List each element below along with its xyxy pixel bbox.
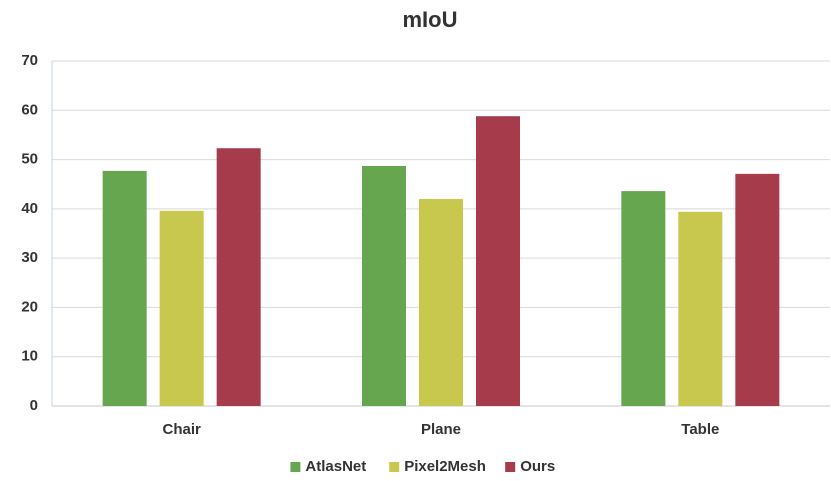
legend-swatch <box>389 462 400 472</box>
bar <box>362 165 406 406</box>
y-tick-label: 50 <box>21 151 38 168</box>
bar <box>678 211 723 406</box>
y-tick-label: 70 <box>21 52 38 69</box>
legend-label: Ours <box>520 458 555 475</box>
bar <box>621 191 666 406</box>
bar <box>216 148 261 406</box>
bar <box>102 170 147 406</box>
y-tick-label: 30 <box>21 249 38 266</box>
y-tick-label: 20 <box>21 298 38 315</box>
bar <box>419 199 463 406</box>
bar <box>159 210 204 406</box>
bar <box>476 116 520 406</box>
y-tick-label: 10 <box>21 348 38 365</box>
bar <box>735 173 780 406</box>
x-tick-label: Plane <box>421 421 461 438</box>
y-tick-label: 0 <box>30 397 38 414</box>
x-tick-label: Table <box>681 421 719 438</box>
legend-label: Pixel2Mesh <box>404 458 486 475</box>
x-tick-label: Chair <box>162 421 201 438</box>
legend-swatch <box>505 462 516 472</box>
y-tick-label: 40 <box>21 200 38 217</box>
legend-swatch <box>290 462 301 472</box>
chart-title: mIoU <box>403 7 458 32</box>
legend-label: AtlasNet <box>305 458 366 475</box>
y-tick-label: 60 <box>21 101 38 118</box>
